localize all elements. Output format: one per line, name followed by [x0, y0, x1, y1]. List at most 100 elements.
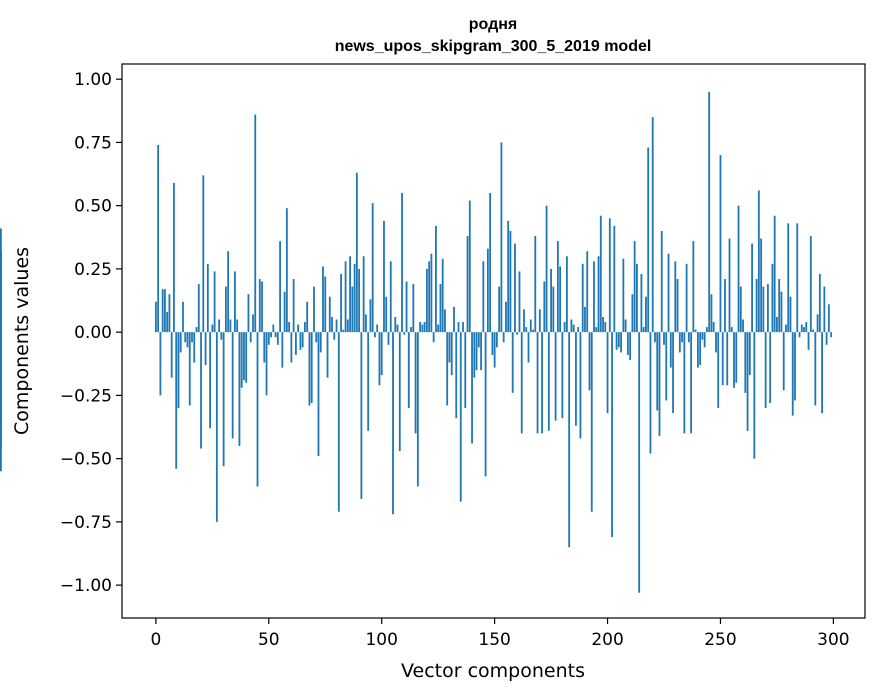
- bar: [457, 322, 460, 333]
- bar: [371, 203, 374, 333]
- bar: [191, 332, 193, 343]
- bar: [509, 230, 512, 333]
- bar: [369, 299, 372, 333]
- bar: [654, 332, 656, 343]
- bar: [240, 332, 243, 388]
- bar: [227, 251, 230, 333]
- bar: [344, 261, 347, 333]
- bar: [462, 322, 464, 333]
- bar: [0, 332, 2, 381]
- bar: [554, 332, 557, 421]
- bar: [299, 332, 302, 350]
- bar: [477, 332, 480, 348]
- bar: [206, 263, 209, 333]
- bar: [401, 193, 403, 333]
- bar: [615, 332, 618, 350]
- bar: [186, 332, 189, 348]
- bar: [742, 319, 744, 333]
- bar: [446, 332, 449, 406]
- bar: [247, 294, 250, 333]
- bar: [520, 332, 523, 434]
- bar: [252, 314, 254, 333]
- bar: [175, 332, 178, 469]
- bar: [256, 332, 259, 487]
- bar: [367, 332, 370, 431]
- x-tick-label: 250: [704, 630, 736, 650]
- bar: [794, 332, 796, 401]
- bar: [229, 319, 232, 333]
- bar: [493, 332, 496, 368]
- bar: [798, 332, 801, 338]
- bar: [466, 236, 469, 333]
- bar: [719, 155, 722, 333]
- bar: [403, 332, 406, 335]
- bar: [238, 332, 241, 446]
- bar: [351, 286, 354, 333]
- bar: [565, 256, 568, 333]
- bar: [407, 332, 410, 409]
- bar: [825, 332, 828, 345]
- bar: [776, 316, 778, 333]
- bar: [362, 256, 365, 333]
- bar: [416, 332, 419, 487]
- bar: [455, 332, 458, 419]
- bar: [769, 332, 772, 403]
- bar: [283, 291, 286, 333]
- bar: [593, 261, 595, 333]
- bar: [586, 251, 589, 333]
- bar: [751, 243, 753, 333]
- bar: [785, 324, 787, 333]
- y-tick-label: 0.25: [74, 260, 112, 280]
- bar: [559, 266, 562, 333]
- bar: [809, 236, 812, 333]
- bar: [701, 332, 704, 340]
- bar: [692, 241, 695, 333]
- bar: [310, 332, 313, 403]
- bar: [491, 332, 494, 355]
- bar: [482, 261, 485, 333]
- bar: [184, 332, 187, 343]
- bar: [744, 332, 747, 393]
- bar: [572, 324, 575, 333]
- bar: [823, 286, 826, 333]
- bar: [543, 281, 546, 333]
- bar: [166, 311, 169, 333]
- bar: [331, 316, 333, 333]
- bar: [306, 301, 309, 333]
- bar: [333, 332, 336, 340]
- bar: [534, 236, 537, 333]
- bar: [532, 329, 534, 333]
- bar: [200, 332, 202, 449]
- x-tick-label: 150: [478, 630, 510, 650]
- bar: [220, 332, 223, 340]
- bar: [0, 271, 2, 333]
- bar: [818, 273, 821, 333]
- bar: [346, 319, 349, 333]
- bar: [640, 273, 643, 333]
- bar: [568, 332, 571, 548]
- bar: [224, 286, 227, 333]
- bar: [525, 327, 528, 333]
- y-tick-label: 0.75: [74, 133, 112, 153]
- bar: [222, 332, 225, 467]
- bar: [215, 332, 218, 522]
- bar: [665, 332, 668, 401]
- bar: [378, 332, 381, 386]
- bar: [202, 175, 205, 333]
- bar: [387, 332, 390, 345]
- x-axis-ticks: 0 50 100 150 200 250 300: [150, 618, 850, 650]
- chart-subtitle: news_upos_skipgram_300_5_2019 model: [335, 38, 652, 55]
- bar: [789, 296, 792, 333]
- bar: [437, 324, 440, 333]
- bar: [211, 324, 214, 333]
- bar: [374, 332, 376, 338]
- x-tick-label: 0: [150, 630, 161, 650]
- bar: [787, 223, 790, 333]
- bar: [292, 279, 295, 333]
- bar: [263, 332, 266, 363]
- bar: [317, 332, 320, 457]
- bar: [376, 324, 379, 333]
- bar: [179, 332, 182, 353]
- bar: [272, 324, 275, 333]
- bar: [690, 332, 693, 434]
